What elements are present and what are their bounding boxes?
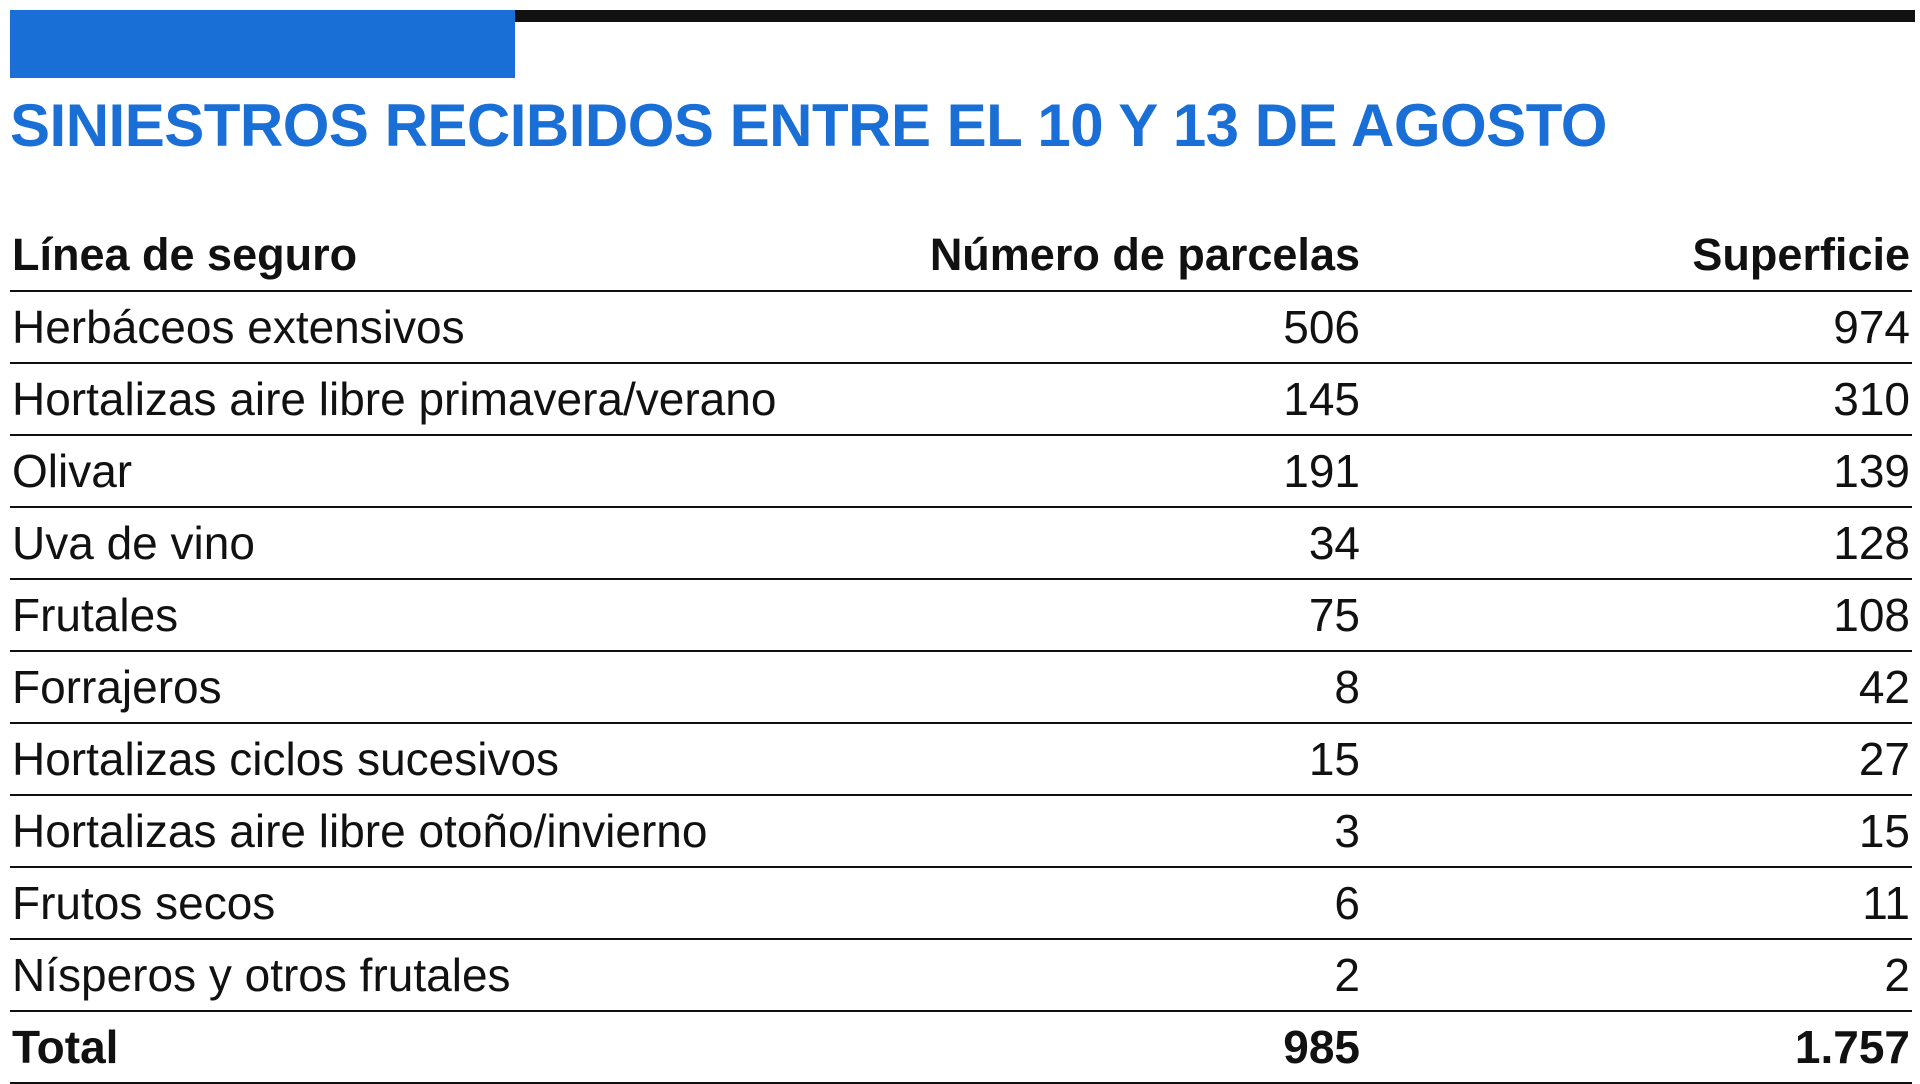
row-label: Frutales (10, 579, 862, 652)
row-label: Uva de vino (10, 507, 862, 580)
chart-title: SINIESTROS RECIBIDOS ENTRE EL 10 Y 13 DE… (10, 92, 1607, 159)
row-superficie: 139 (1362, 435, 1912, 508)
row-parcelas: 506 (862, 291, 1362, 364)
row-parcelas: 6 (862, 867, 1362, 940)
row-parcelas: 145 (862, 363, 1362, 436)
row-label: Olivar (10, 435, 862, 508)
table-row: Uva de vino 34 128 (10, 507, 1912, 580)
row-superficie: 42 (1362, 651, 1912, 724)
row-superficie: 27 (1362, 723, 1912, 796)
header-row: Línea de seguro Número de parcelas Super… (10, 220, 1912, 292)
row-parcelas: 191 (862, 435, 1362, 508)
row-parcelas: 34 (862, 507, 1362, 580)
row-label: Hortalizas aire libre primavera/verano (10, 363, 862, 436)
table-row: Herbáceos extensivos 506 974 (10, 291, 1912, 364)
total-superficie: 1.757 (1362, 1011, 1912, 1084)
column-header-parcelas: Número de parcelas (862, 220, 1362, 292)
row-superficie: 15 (1362, 795, 1912, 868)
row-superficie: 108 (1362, 579, 1912, 652)
row-superficie: 128 (1362, 507, 1912, 580)
row-superficie: 2 (1362, 939, 1912, 1012)
row-label: Frutos secos (10, 867, 862, 940)
column-header-linea: Línea de seguro (10, 220, 862, 292)
total-label: Total (10, 1011, 862, 1084)
table-row: Hortalizas ciclos sucesivos 15 27 (10, 723, 1912, 796)
data-table: Línea de seguro Número de parcelas Super… (10, 220, 1912, 1084)
row-parcelas: 8 (862, 651, 1362, 724)
table-body: Herbáceos extensivos 506 974 Hortalizas air… (10, 291, 1912, 1084)
row-superficie: 974 (1362, 291, 1912, 364)
row-label: Forrajeros (10, 651, 862, 724)
table-row: Hortalizas aire libre primavera/verano 14… (10, 363, 1912, 436)
total-row: Total 985 1.757 (10, 1011, 1912, 1084)
row-parcelas: 75 (862, 579, 1362, 652)
table-row: Frutales 75 108 (10, 579, 1912, 652)
row-label: Nísperos y otros frutales (10, 939, 862, 1012)
row-label: Herbáceos extensivos (10, 291, 862, 364)
table-row: Nísperos y otros frutales 2 2 (10, 939, 1912, 1012)
row-parcelas: 3 (862, 795, 1362, 868)
table-row: Hortalizas aire libre otoño/invierno 3 15 (10, 795, 1912, 868)
row-label: Hortalizas ciclos sucesivos (10, 723, 862, 796)
row-superficie: 11 (1362, 867, 1912, 940)
row-label: Hortalizas aire libre otoño/invierno (10, 795, 862, 868)
row-superficie: 310 (1362, 363, 1912, 436)
column-header-superficie: Superficie (1362, 220, 1912, 292)
row-parcelas: 15 (862, 723, 1362, 796)
table-row: Forrajeros 8 42 (10, 651, 1912, 724)
table-row: Frutos secos 6 11 (10, 867, 1912, 940)
total-parcelas: 985 (862, 1011, 1362, 1084)
row-parcelas: 2 (862, 939, 1362, 1012)
table-row: Olivar 191 139 (10, 435, 1912, 508)
accent-bar (10, 10, 515, 78)
